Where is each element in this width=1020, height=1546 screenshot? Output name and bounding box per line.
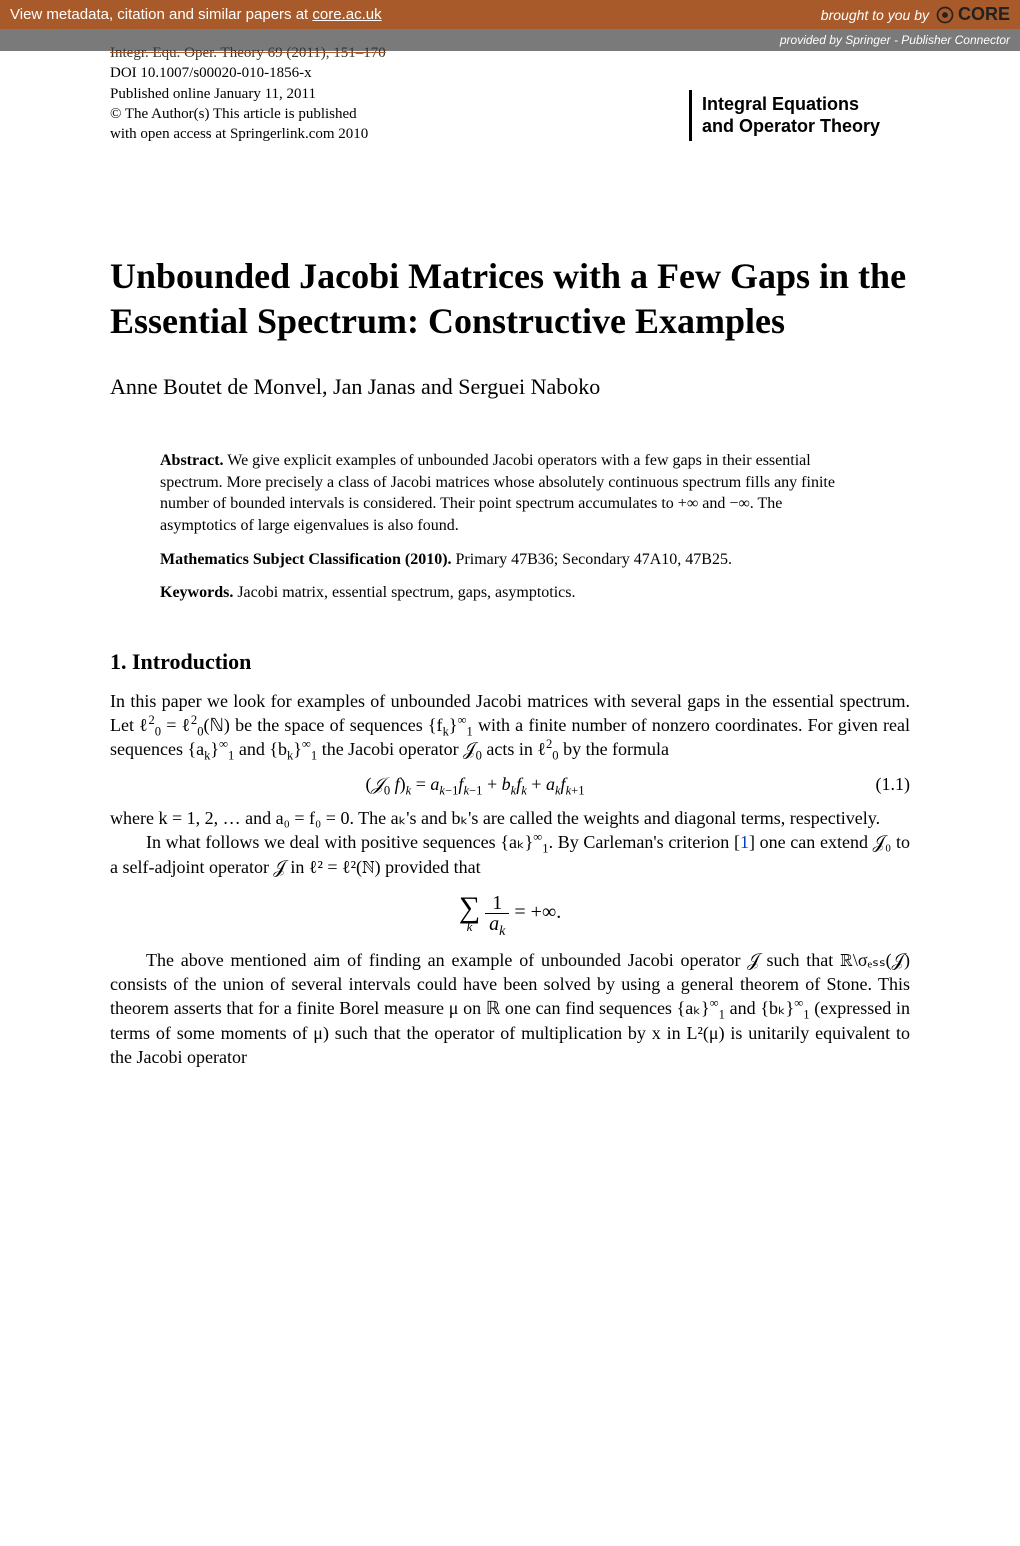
keywords-text: Jacobi matrix, essential spectrum, gaps,… (233, 584, 575, 601)
sum-rhs: = +∞. (514, 901, 561, 923)
msc-label: Mathematics Subject Classification (2010… (160, 551, 452, 568)
section-1-heading: 1. Introduction (110, 649, 910, 675)
journal-line2: and Operator Theory (702, 116, 880, 138)
core-link[interactable]: core.ac.uk (312, 6, 381, 23)
provider-prefix: provided by (780, 33, 845, 47)
keywords-label: Keywords. (160, 584, 233, 601)
fraction: 1 ak (485, 893, 509, 934)
core-logo-icon (935, 5, 955, 25)
keywords-para: Keywords. Jacobi matrix, essential spect… (160, 582, 860, 604)
intro-para-3: In what follows we deal with positive se… (110, 830, 910, 879)
msc-para: Mathematics Subject Classification (2010… (160, 549, 860, 571)
journal-name-box: Integral Equations and Operator Theory (689, 90, 890, 141)
intro-para-4: The above mentioned aim of finding an ex… (110, 948, 910, 1069)
doi-line: DOI 10.1007/s00020-010-1856-x (110, 63, 910, 83)
abstract-block: Abstract. We give explicit examples of u… (160, 450, 860, 604)
paper-title: Unbounded Jacobi Matrices with a Few Gap… (110, 254, 910, 344)
section-1-body: In this paper we look for examples of un… (110, 689, 910, 1070)
core-banner-right: brought to you by CORE (821, 4, 1010, 25)
equation-1-1-number: (1.1) (840, 772, 910, 796)
equation-1-1: (𝒥0 f)k = ak−1fk−1 + bkfk + akfk+1 (1.1) (110, 772, 910, 796)
sum-symbol: ∑ k (459, 894, 480, 933)
provider-name: Springer - Publisher Connector (845, 33, 1010, 47)
abstract-label: Abstract. (160, 452, 224, 469)
brought-by-text: brought to you by (821, 7, 929, 23)
fraction-numerator: 1 (485, 893, 509, 914)
abstract-text: We give explicit examples of unbounded J… (160, 452, 835, 534)
core-banner: View metadata, citation and similar pape… (0, 0, 1020, 29)
msc-text: Primary 47B36; Secondary 47A10, 47B25. (452, 551, 732, 568)
citation-1[interactable]: 1 (740, 832, 749, 852)
page-content: Integr. Equ. Oper. Theory 69 (2011), 151… (0, 43, 1020, 1129)
core-logo: CORE (935, 4, 1010, 25)
authors: Anne Boutet de Monvel, Jan Janas and Ser… (110, 374, 910, 400)
abstract-para: Abstract. We give explicit examples of u… (160, 450, 860, 536)
intro-para-2: where k = 1, 2, … and a₀ = f₀ = 0. The a… (110, 806, 910, 830)
intro-para-1: In this paper we look for examples of un… (110, 689, 910, 762)
core-banner-prefix: View metadata, citation and similar pape… (10, 6, 312, 23)
journal-line1: Integral Equations (702, 94, 880, 116)
core-logo-text: CORE (958, 4, 1010, 25)
core-banner-left: View metadata, citation and similar pape… (10, 6, 382, 23)
equation-sum: ∑ k 1 ak = +∞. (110, 893, 910, 934)
equation-1-1-body: (𝒥0 f)k = ak−1fk−1 + bkfk + akfk+1 (110, 772, 840, 796)
fraction-denominator: ak (485, 914, 509, 934)
